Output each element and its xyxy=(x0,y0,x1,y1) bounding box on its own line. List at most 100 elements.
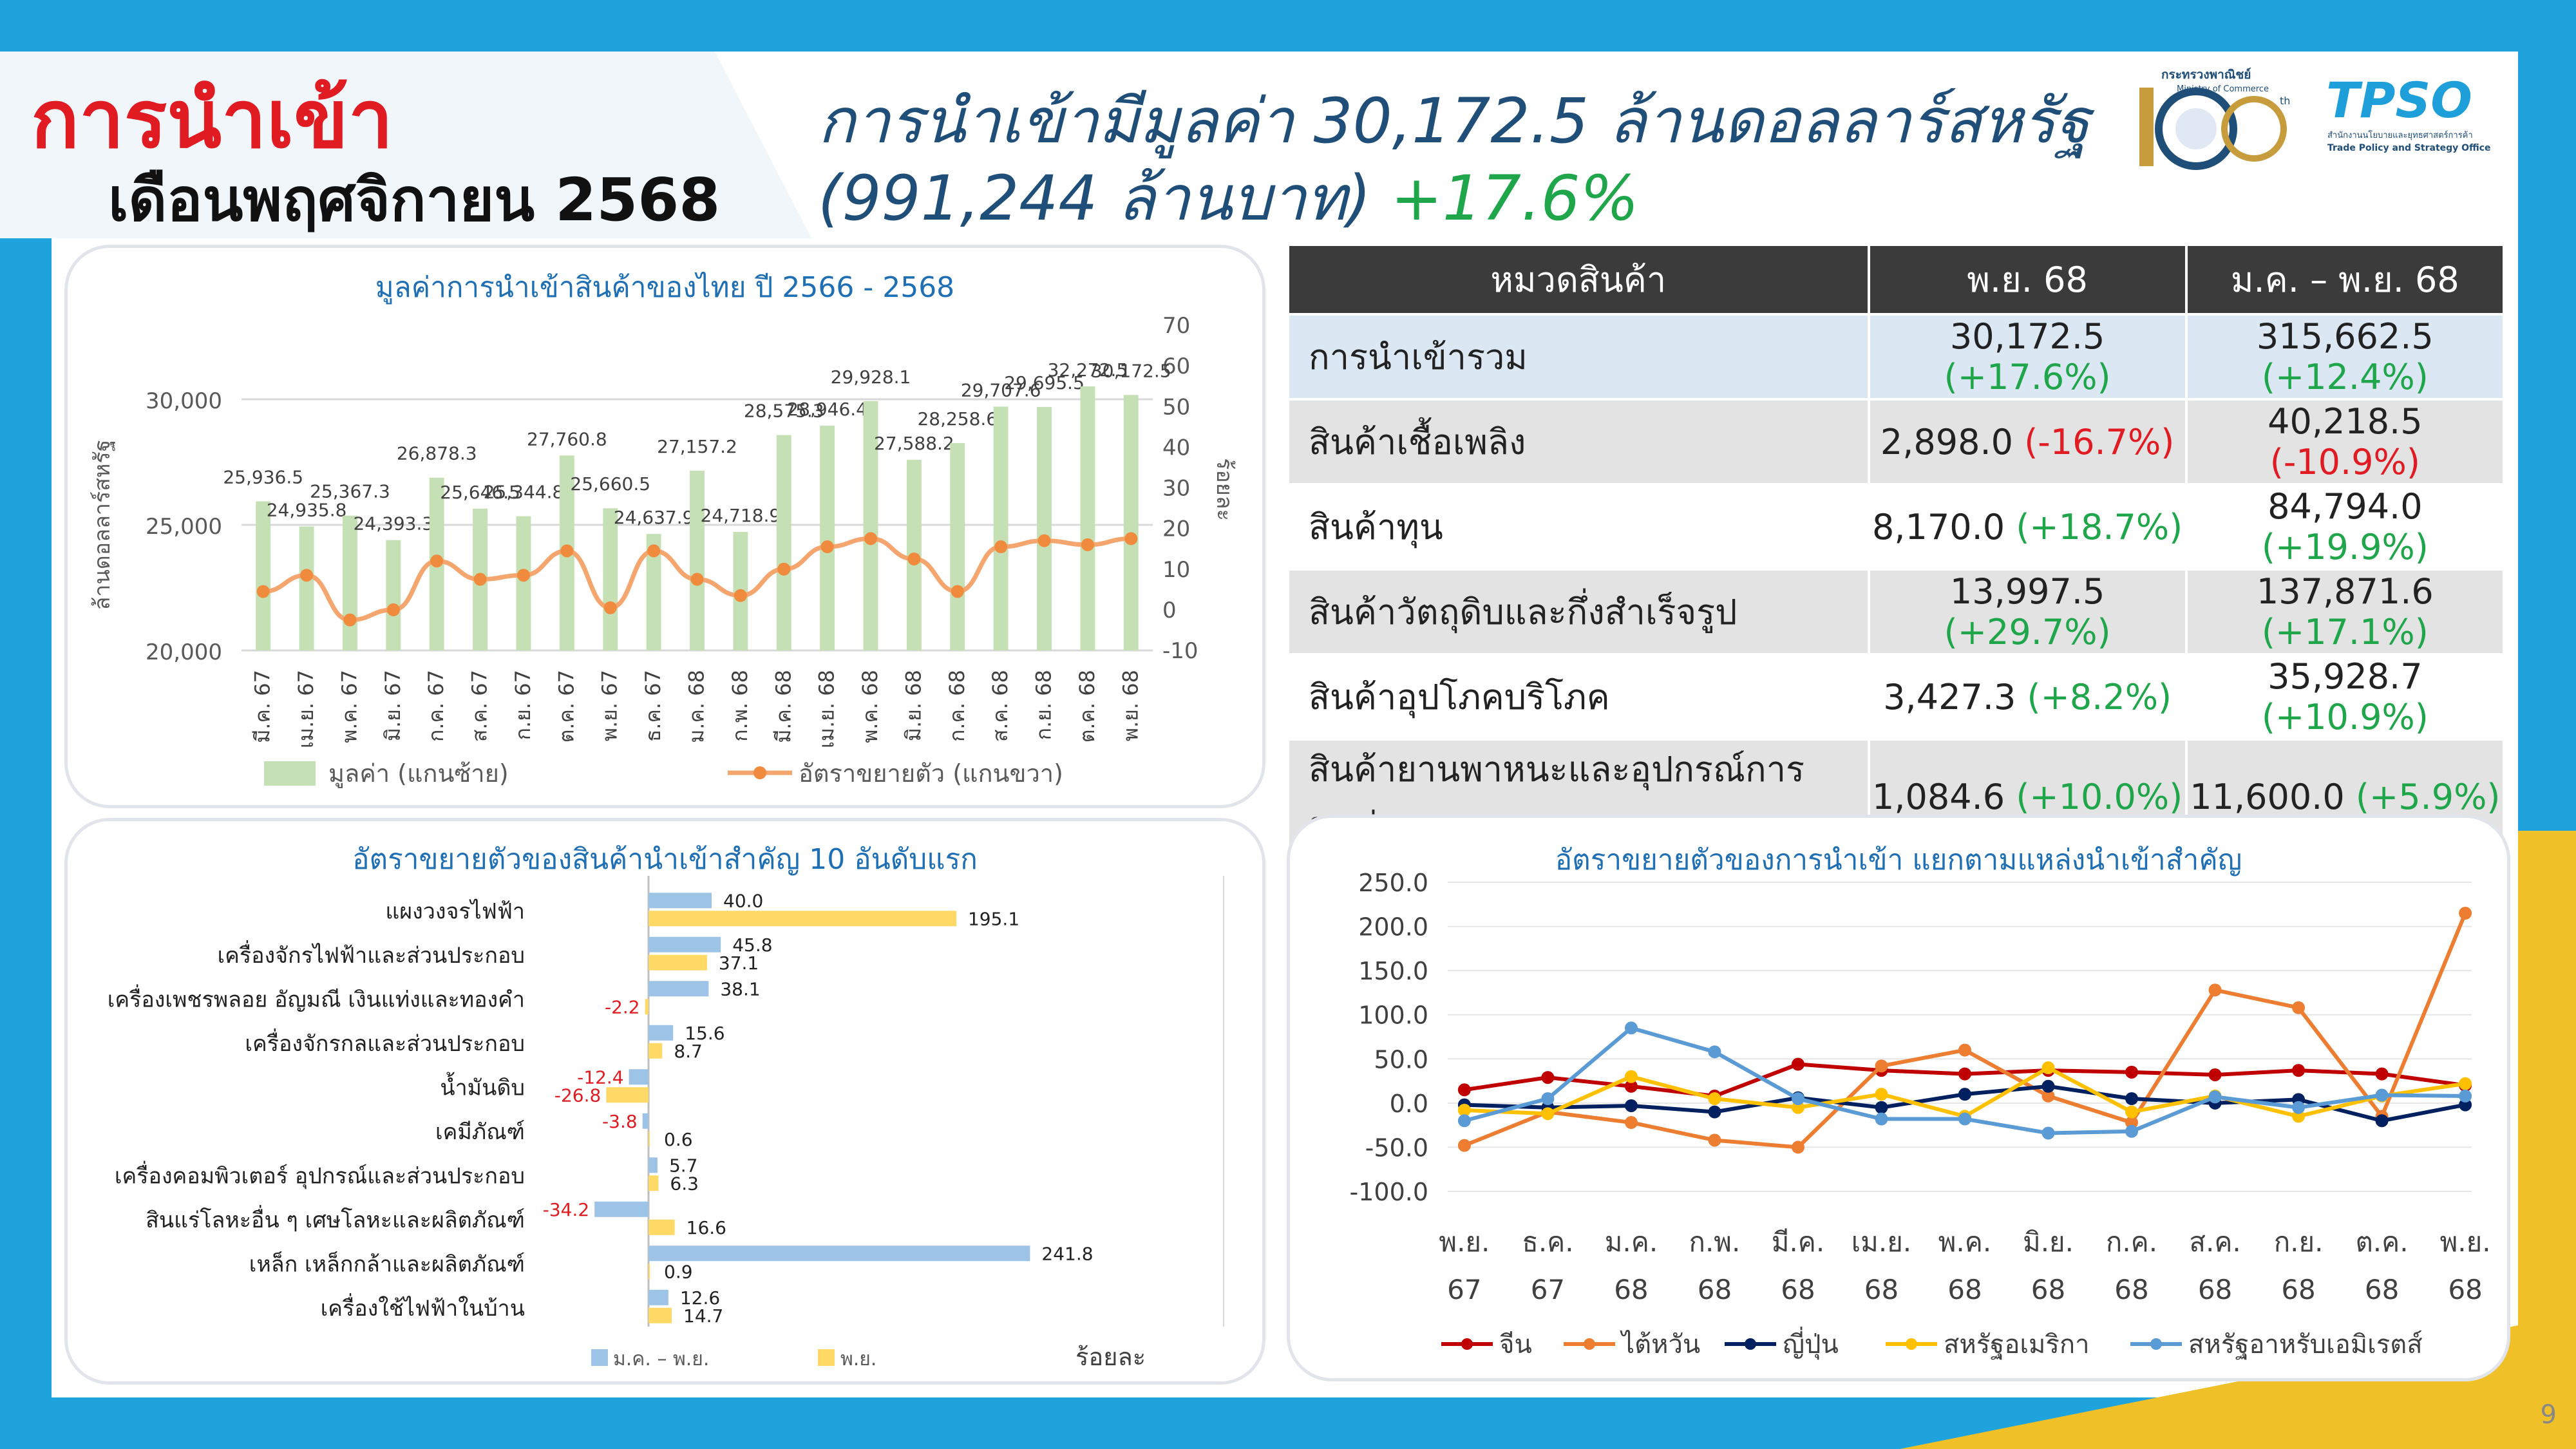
series-point xyxy=(2208,983,2222,997)
series-point xyxy=(2125,1116,2139,1130)
bar-data-label: -3.8 xyxy=(602,1111,638,1132)
x-tick-label: ก.ย. 68 xyxy=(1032,670,1056,740)
growth-point xyxy=(343,613,357,627)
series-point xyxy=(2125,1092,2139,1105)
value-data-label: 30,172.5 xyxy=(1091,360,1171,381)
growth-point xyxy=(430,554,444,568)
x-tick-label: ม.ค. 68 xyxy=(685,670,709,743)
tpso-logo: TPSO สำนักงานนโยบายและยุทธศาสตร์การค้า T… xyxy=(2325,71,2512,161)
series-point xyxy=(2292,1064,2306,1077)
value-data-label: 29,928.1 xyxy=(831,366,911,388)
growth-point xyxy=(516,569,530,582)
tpso-thai-name: สำนักงานนโยบายและยุทธศาสตร์การค้า xyxy=(2327,130,2473,140)
bar-data-label: 0.9 xyxy=(664,1261,693,1282)
month-bar xyxy=(649,954,707,971)
table-row: สินค้าทุน 8,170.0 (+18.7%) 84,794.0 (+19… xyxy=(1287,483,2506,571)
value-data-label: 24,637.9 xyxy=(614,507,694,528)
month-value: 3,427.3 (+8.2%) xyxy=(1867,653,2188,741)
legend-label-growth: อัตราขยายตัว (แกนขวา) xyxy=(799,759,1063,788)
category-label: เครื่องใช้ไฟฟ้าในบ้าน xyxy=(321,1293,525,1321)
top10-chart-title: อัตราขยายตัวของสินค้านำเข้าสำคัญ 10 อันด… xyxy=(352,843,978,876)
bar-data-label: 15.6 xyxy=(685,1023,724,1044)
value-bar xyxy=(256,501,271,650)
series-point xyxy=(1958,1043,1971,1057)
series-point xyxy=(2459,1077,2472,1090)
series-point xyxy=(2292,1101,2306,1114)
value-data-label: 25,936.5 xyxy=(223,466,303,488)
category-name: สินค้าวัตถุดิบและกึ่งสำเร็จรูป xyxy=(1287,568,1870,656)
source-chart: 250.0 200.0 150.0 100.0 50.0 0.0 -50.0 -100.0 พ.… xyxy=(1350,869,2491,1360)
x-tick-label: เม.ย. xyxy=(1852,1226,1911,1258)
moc-thai-name: กระทรวงพาณิชย์ xyxy=(2161,68,2251,82)
x-tick-year: 68 xyxy=(2031,1274,2065,1305)
value-bar xyxy=(1123,395,1139,650)
series-point xyxy=(2041,1089,2055,1103)
bar-data-label: 40.0 xyxy=(723,890,763,911)
value-data-label: 25,660.5 xyxy=(570,473,650,495)
x-tick-label: ก.ย. xyxy=(2274,1226,2324,1258)
x-tick-label: ก.ค. 68 xyxy=(945,670,969,742)
table-row: การนำเข้ารวม 30,172.5 (+17.6%) 315,662.5… xyxy=(1287,313,2506,401)
x-tick-label: ธ.ค. xyxy=(1522,1226,1573,1258)
series-point xyxy=(1457,1114,1471,1128)
series-point xyxy=(1708,1105,1721,1119)
month-bar xyxy=(606,1087,649,1103)
x-tick-label: พ.ย. 67 xyxy=(598,670,622,741)
bar-data-label: 5.7 xyxy=(669,1155,698,1176)
y-tick-label: 250.0 xyxy=(1358,869,1428,897)
category-label: แผงวงจรไฟฟ้า xyxy=(385,898,525,924)
y2-tick-label: 0 xyxy=(1162,598,1177,623)
col-header-ytd: ม.ค. – พ.ย. 68 xyxy=(2184,243,2506,316)
value-data-label: 28,575.3 xyxy=(744,401,824,422)
series-point xyxy=(2125,1065,2139,1079)
bar-data-label: -34.2 xyxy=(543,1199,589,1220)
x-tick-label: ก.ค. xyxy=(2106,1226,2157,1258)
category-label: สินแร่โลหะอื่น ๆ เศษโลหะและผลิตภัณฑ์ xyxy=(146,1205,525,1233)
category-label: เครื่องเพชรพลอย อัญมณี เงินแท่งและทองคำ xyxy=(108,984,525,1012)
bar-data-label: 14.7 xyxy=(683,1305,723,1327)
headline-line2: (991,244 ล้านบาท) +17.6% xyxy=(818,162,1639,234)
growth-point xyxy=(777,562,791,576)
top10-chart: แผงวงจรไฟฟ้า 40.0 195.1 เครื่องจักรไฟฟ้าและ… xyxy=(108,876,1224,1371)
series-point xyxy=(1457,1083,1471,1097)
header-tab xyxy=(0,52,811,238)
series-point xyxy=(1875,1112,1888,1126)
x-tick-label: พ.ย. xyxy=(1439,1226,1490,1258)
category-name: สินค้าเชื้อเพลิง xyxy=(1287,398,1870,486)
x-tick-year: 68 xyxy=(1781,1274,1815,1305)
series-point xyxy=(2125,1105,2139,1119)
value-bar xyxy=(386,540,401,650)
category-label: น้ำมันดิบ xyxy=(440,1072,525,1101)
x-tick-label: มี.ค. 67 xyxy=(251,670,275,743)
x-tick-label: ต.ค. xyxy=(2356,1226,2409,1258)
value-bar xyxy=(690,470,705,650)
y-tick-label: 100.0 xyxy=(1358,1001,1428,1030)
value-data-label: 27,157.2 xyxy=(657,436,737,457)
ytd-bar xyxy=(649,1245,1030,1262)
series-point xyxy=(1624,1099,1638,1112)
ytd-bar xyxy=(642,1113,649,1129)
y2-tick-label: 60 xyxy=(1162,354,1190,379)
page-title: การนำเข้า xyxy=(31,73,393,166)
value-data-label: 29,707.6 xyxy=(961,379,1041,401)
value-data-label: 27,760.8 xyxy=(527,428,607,450)
ytd-value: 40,218.5 (-10.9%) xyxy=(2184,398,2506,486)
page-subtitle: เดือนพฤศจิกายน 2568 xyxy=(108,166,721,234)
x-tick-year: 68 xyxy=(2448,1274,2482,1305)
value-data-label: 32,272.5 xyxy=(1048,359,1128,381)
value-bar xyxy=(863,401,878,650)
month-value: 30,172.5 (+17.6%) xyxy=(1867,313,2188,401)
series-point xyxy=(1875,1101,1888,1114)
series-point xyxy=(1457,1103,1471,1117)
series-point xyxy=(2041,1079,2055,1093)
unit-label: ร้อยละ xyxy=(1075,1343,1146,1371)
series-point xyxy=(2292,1110,2306,1123)
value-data-label: 24,718.9 xyxy=(701,505,781,526)
bar-data-label: 195.1 xyxy=(968,908,1019,929)
growth-point xyxy=(864,532,878,545)
bar-data-label: 37.1 xyxy=(719,952,759,974)
growth-point xyxy=(734,589,747,602)
series-point xyxy=(1708,1092,1721,1105)
value-data-label: 24,935.8 xyxy=(267,500,347,521)
category-label: เหล็ก เหล็กกล้าและผลิตภัณฑ์ xyxy=(249,1251,525,1277)
